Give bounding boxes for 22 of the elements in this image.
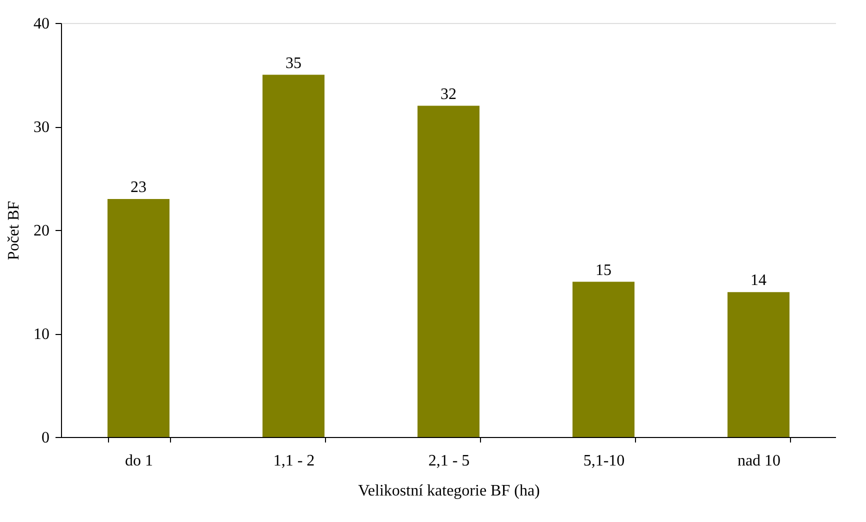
bar [108, 198, 170, 437]
data-label: 15 [596, 262, 612, 279]
y-tick-label: 30 [34, 119, 50, 136]
y-tick-label: 20 [34, 222, 50, 240]
x-tick-label: 2,1 - 5 [428, 452, 470, 470]
x-tick-label: 1,1 - 2 [273, 452, 315, 470]
y-tick-label: 10 [34, 326, 50, 343]
x-tick-label: 5,1-10 [583, 452, 625, 470]
x-axis-title: Velikostní kategorie BF (ha) [358, 482, 540, 500]
bar [418, 106, 480, 437]
bar [262, 74, 324, 437]
data-label: 14 [750, 272, 766, 290]
bar [728, 292, 790, 437]
x-tick-label: nad 10 [737, 452, 781, 470]
data-label: 35 [286, 54, 302, 72]
y-axis-title: Počet BF [6, 200, 22, 260]
y-tick-label: 0 [42, 430, 50, 446]
y-tick-label: 40 [34, 16, 50, 32]
x-tick-label: do 1 [125, 452, 153, 470]
data-label: 32 [440, 86, 456, 103]
data-label: 23 [130, 178, 146, 196]
bar [572, 282, 634, 437]
